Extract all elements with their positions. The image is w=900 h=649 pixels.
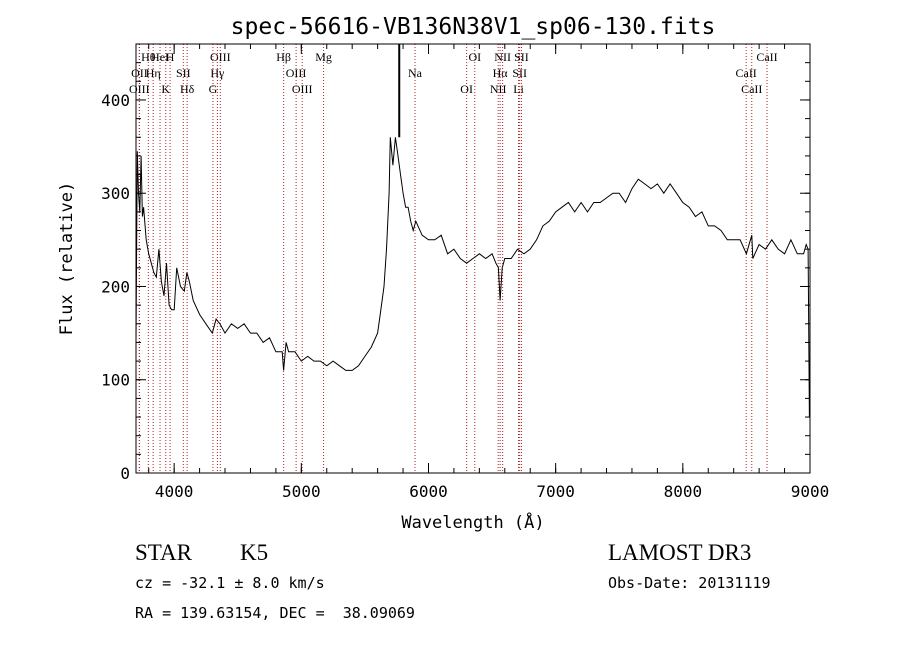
- line-marker-label: Hθ: [141, 50, 156, 64]
- line-marker-label: SII: [176, 66, 191, 80]
- line-marker-label: HeI: [151, 50, 169, 64]
- x-tick-label: 5000: [282, 482, 321, 501]
- x-tick-label: 4000: [155, 482, 194, 501]
- chart-title: spec-56616-VB136N38V1_sp06-130.fits: [231, 14, 716, 40]
- object-subclass: K5: [240, 540, 269, 565]
- line-marker-label: OI: [468, 50, 481, 64]
- line-marker-label: NII: [490, 82, 507, 96]
- plot-frame: [135, 43, 811, 474]
- coordinates: RA = 139.63154, DEC = 38.09069: [135, 604, 415, 622]
- x-axis-label: Wavelength (Å): [401, 511, 544, 533]
- line-marker-label: OII: [131, 66, 148, 80]
- line-marker-label: Hβ: [276, 50, 291, 64]
- line-marker-label: Mg: [315, 50, 332, 64]
- line-marker-label: Hη: [146, 66, 161, 80]
- y-tick-label: 400: [101, 91, 130, 110]
- line-marker-label: OIII: [210, 50, 231, 64]
- line-marker-label: OIII: [129, 82, 150, 96]
- velocity-readout: cz = -32.1 ± 8.0 km/s: [135, 574, 325, 592]
- y-tick-label: 300: [101, 184, 130, 203]
- line-marker-label: K: [161, 82, 170, 96]
- y-tick-label: 200: [101, 277, 130, 296]
- line-marker-label: SII: [512, 66, 527, 80]
- line-marker-label: SII: [514, 50, 529, 64]
- x-tick-label: 7000: [536, 482, 575, 501]
- line-marker-label: OI: [460, 82, 473, 96]
- spectrum-line: [135, 137, 810, 418]
- line-marker-label: CaII: [741, 82, 762, 96]
- line-marker-label: OIII: [286, 66, 307, 80]
- y-axis-label: Flux (relative): [57, 182, 77, 336]
- line-marker-label: Na: [408, 66, 423, 80]
- object-class: STAR: [135, 540, 192, 565]
- line-marker-label: OIII: [292, 82, 313, 96]
- line-marker-label: NII: [494, 50, 511, 64]
- line-marker-label: Hδ: [180, 82, 195, 96]
- line-marker-label: H: [166, 50, 175, 64]
- line-marker-label: G: [209, 82, 218, 96]
- line-marker-label: Li: [513, 82, 524, 96]
- y-tick-label: 100: [101, 371, 130, 390]
- line-marker-label: CaII: [756, 50, 777, 64]
- x-tick-label: 9000: [791, 482, 830, 501]
- y-tick-label: 0: [120, 464, 130, 483]
- x-tick-label: 8000: [664, 482, 703, 501]
- line-marker-label: Hα: [493, 66, 509, 80]
- line-marker-label: CaII: [735, 66, 756, 80]
- survey-label: LAMOST DR3: [608, 540, 752, 565]
- obs-date: Obs-Date: 20131119: [608, 574, 771, 592]
- line-marker-label: Hγ: [210, 66, 225, 80]
- x-tick-label: 6000: [409, 482, 448, 501]
